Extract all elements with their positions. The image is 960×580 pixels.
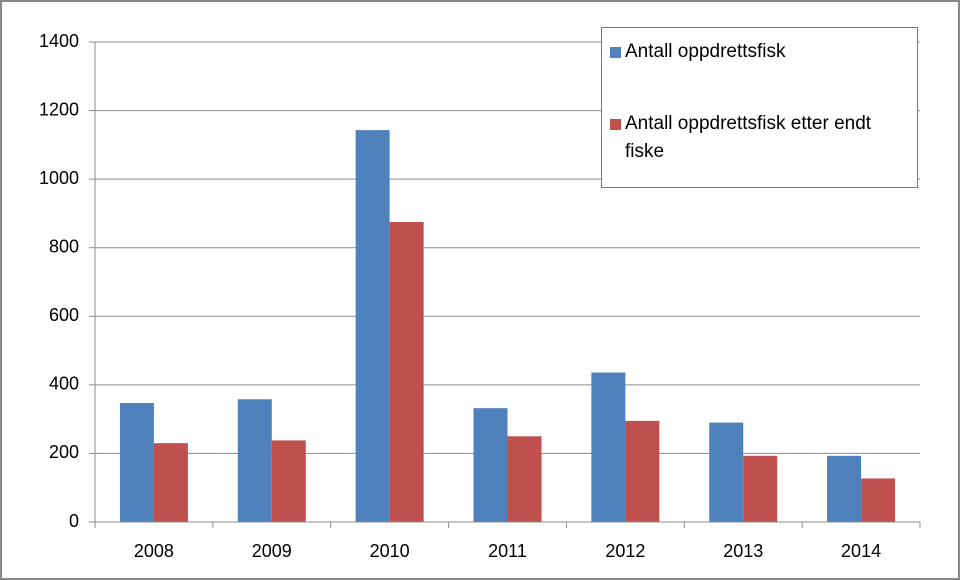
- legend: Antall oppdrettsfisk Antall oppdrettsfisk…: [601, 27, 918, 188]
- x-tick-label: 2014: [841, 541, 881, 561]
- y-tick-label: 1200: [39, 99, 79, 119]
- bar: [237, 399, 272, 522]
- bar: [119, 403, 154, 522]
- bar: [153, 443, 188, 522]
- y-tick-label: 0: [69, 511, 79, 531]
- bar: [389, 222, 424, 522]
- bar: [591, 372, 626, 522]
- x-tick-label: 2010: [370, 541, 410, 561]
- y-tick-label: 1000: [39, 168, 79, 188]
- bar: [709, 422, 744, 522]
- bar: [507, 436, 542, 522]
- x-tick-label: 2011: [488, 541, 527, 561]
- legend-item: Antall oppdrettsfisk etter endt fiske: [610, 110, 909, 166]
- bar: [271, 440, 306, 522]
- x-tick-label: 2009: [252, 541, 292, 561]
- y-tick-label: 1400: [39, 31, 79, 51]
- x-tick-label: 2012: [605, 541, 645, 561]
- legend-swatch: [610, 119, 621, 130]
- y-tick-label: 400: [49, 374, 79, 394]
- bar: [743, 455, 778, 522]
- legend-swatch: [610, 47, 621, 58]
- bar: [625, 420, 660, 522]
- y-tick-label: 200: [49, 442, 79, 462]
- legend-label: Antall oppdrettsfisk etter endt fiske: [625, 113, 872, 162]
- bar: [861, 478, 896, 522]
- x-tick-label: 2008: [134, 541, 174, 561]
- bar: [473, 408, 508, 522]
- y-tick-label: 600: [49, 305, 79, 325]
- legend-item: Antall oppdrettsfisk: [610, 38, 909, 66]
- legend-label: Antall oppdrettsfisk: [625, 41, 786, 62]
- bar: [355, 130, 390, 522]
- bar: [827, 455, 862, 522]
- y-tick-label: 800: [49, 236, 79, 256]
- x-tick-label: 2013: [723, 541, 763, 561]
